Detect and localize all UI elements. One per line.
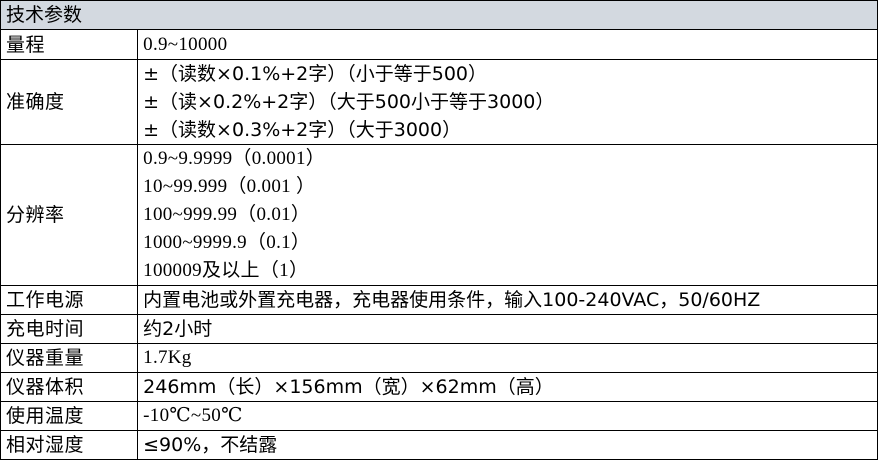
row-label-weight: 仪器重量: [0, 343, 139, 373]
row-value-relative-humidity: ≤90%，不结露: [137, 430, 878, 460]
table-header-row: 技术参数: [0, 0, 878, 30]
row-label-range: 量程: [0, 29, 139, 60]
resolution-line-2: 10~99.999（0.001 ）: [143, 176, 316, 197]
row-label-power-supply: 工作电源: [0, 285, 139, 315]
row-value-range: 0.9~10000: [137, 29, 878, 60]
resolution-line-1: 0.9~9.9999（0.0001）: [143, 148, 326, 169]
row-label-resolution: 分辨率: [0, 144, 139, 286]
table-row: 使用温度 -10℃~50℃: [0, 401, 878, 431]
table-row: 相对湿度 ≤90%，不结露: [0, 430, 878, 460]
row-label-dimensions: 仪器体积: [0, 372, 139, 402]
table-body: 技术参数 量程 0.9~10000 准确度 ±（读数×0.1%+2字）（小于等于…: [0, 0, 878, 460]
row-value-dimensions: 246mm（长）×156mm（宽）×62mm（高）: [137, 372, 878, 402]
row-value-accuracy: ±（读数×0.1%+2字）（小于等于500） ±（读×0.2%+2字）（大于50…: [137, 59, 878, 145]
row-value-charge-time: 约2小时: [137, 314, 878, 344]
accuracy-line-2: ±（读×0.2%+2字）（大于500小于等于3000）: [143, 91, 555, 113]
technical-parameters-table: 技术参数 量程 0.9~10000 准确度 ±（读数×0.1%+2字）（小于等于…: [0, 0, 878, 460]
row-value-power-supply: 内置电池或外置充电器，充电器使用条件，输入100-240VAC，50/60HZ: [137, 285, 878, 315]
table-row: 仪器体积 246mm（长）×156mm（宽）×62mm（高）: [0, 372, 878, 402]
row-value-weight: 1.7Kg: [137, 343, 878, 373]
row-value-resolution: 0.9~9.9999（0.0001） 10~99.999（0.001 ） 100…: [137, 144, 878, 286]
table-row: 准确度 ±（读数×0.1%+2字）（小于等于500） ±（读×0.2%+2字）（…: [0, 59, 878, 145]
row-label-accuracy: 准确度: [0, 59, 139, 145]
accuracy-line-1: ±（读数×0.1%+2字）（小于等于500）: [143, 63, 488, 85]
resolution-line-3: 100~999.99（0.01）: [143, 204, 311, 225]
row-label-operating-temperature: 使用温度: [0, 401, 139, 431]
table-row: 分辨率 0.9~9.9999（0.0001） 10~99.999（0.001 ）…: [0, 144, 878, 286]
table-title-cell: 技术参数: [0, 0, 878, 30]
row-label-charge-time: 充电时间: [0, 314, 139, 344]
table-row: 仪器重量 1.7Kg: [0, 343, 878, 373]
resolution-line-5: 100009及以上（1）: [143, 260, 309, 281]
table-row: 充电时间 约2小时: [0, 314, 878, 344]
table-row: 量程 0.9~10000: [0, 29, 878, 60]
table-row: 工作电源 内置电池或外置充电器，充电器使用条件，输入100-240VAC，50/…: [0, 285, 878, 315]
accuracy-line-3: ±（读数×0.3%+2字）（大于3000）: [143, 119, 462, 141]
row-label-relative-humidity: 相对湿度: [0, 430, 139, 460]
resolution-line-4: 1000~9999.9（0.1）: [143, 232, 311, 253]
row-value-operating-temperature: -10℃~50℃: [137, 401, 878, 431]
